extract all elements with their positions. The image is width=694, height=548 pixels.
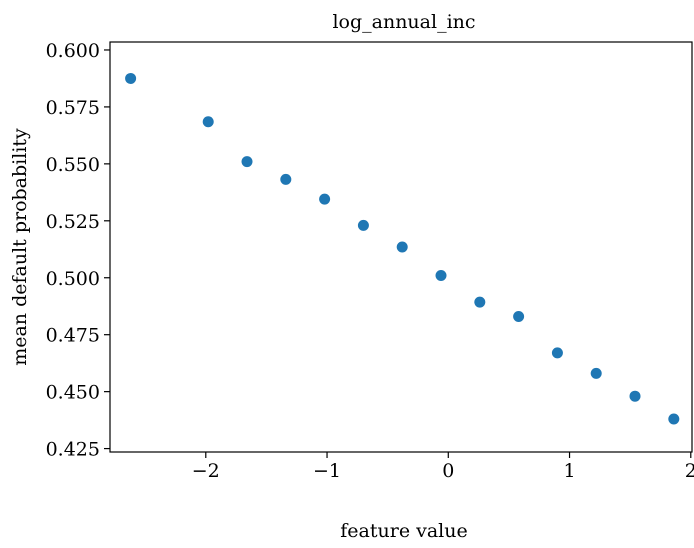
- data-point: [319, 193, 331, 205]
- data-points: [125, 72, 680, 425]
- data-point: [513, 310, 525, 322]
- x-tick-label: 1: [563, 460, 575, 482]
- y-tick-label: 0.575: [46, 97, 100, 119]
- data-point: [474, 296, 486, 308]
- x-tick-label: 0: [442, 460, 454, 482]
- y-tick-label: 0.425: [46, 439, 100, 461]
- data-point: [551, 347, 563, 359]
- y-tick-label: 0.450: [46, 382, 100, 404]
- y-axis: 0.425 0.450 0.475 0.500 0.525 0.550 0.575 0.600: [46, 40, 110, 461]
- x-axis: −2 −1 0 1 2: [192, 452, 694, 482]
- data-point: [202, 116, 214, 128]
- y-tick-label: 0.475: [46, 325, 100, 347]
- data-point: [241, 156, 253, 168]
- data-point: [125, 72, 137, 84]
- y-tick-label: 0.525: [46, 211, 100, 233]
- y-axis-label: mean default probability: [9, 128, 31, 366]
- x-axis-label: feature value: [340, 520, 467, 542]
- y-tick-label: 0.550: [46, 154, 100, 176]
- data-point: [280, 173, 292, 185]
- plot-area: [109, 41, 693, 453]
- data-point: [668, 413, 680, 425]
- plot-frame: [109, 41, 693, 453]
- x-tick-label: −1: [313, 460, 341, 482]
- data-point: [435, 269, 447, 281]
- data-point: [590, 367, 602, 379]
- y-tick-label: 0.600: [46, 40, 100, 62]
- chart-title: log_annual_inc: [332, 11, 475, 33]
- y-tick-label: 0.500: [46, 268, 100, 290]
- data-point: [396, 241, 408, 253]
- data-point: [629, 390, 641, 402]
- x-tick-label: −2: [192, 460, 220, 482]
- data-point: [357, 219, 369, 231]
- x-tick-label: 2: [685, 460, 694, 482]
